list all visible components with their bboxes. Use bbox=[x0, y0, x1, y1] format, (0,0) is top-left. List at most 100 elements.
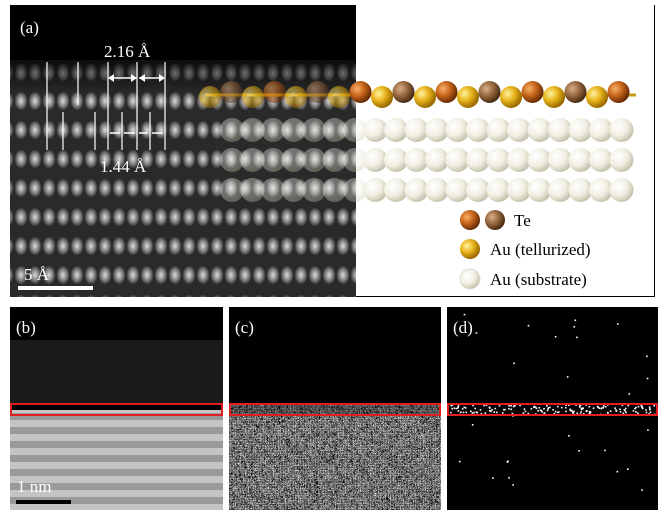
substrate-atom bbox=[548, 148, 572, 172]
substrate-atom bbox=[528, 178, 552, 202]
signal-dot bbox=[617, 323, 619, 325]
signal-dot bbox=[524, 408, 526, 410]
signal-dot bbox=[465, 407, 467, 409]
surface-atom bbox=[393, 81, 415, 103]
surface-atom bbox=[307, 81, 329, 103]
signal-dot bbox=[547, 410, 549, 412]
panel-label: (c) bbox=[235, 318, 254, 337]
signal-dot bbox=[568, 435, 570, 437]
substrate-atom bbox=[425, 178, 449, 202]
substrate-atom bbox=[261, 118, 285, 142]
substrate-atom bbox=[487, 148, 511, 172]
signal-dot bbox=[491, 409, 493, 411]
substrate-atom bbox=[323, 178, 347, 202]
signal-dot bbox=[543, 408, 545, 410]
substrate-atom bbox=[446, 148, 470, 172]
substrate-atom bbox=[610, 178, 634, 202]
signal-dot bbox=[570, 410, 572, 412]
signal-dot bbox=[625, 412, 627, 414]
surface-atom bbox=[199, 86, 221, 108]
substrate-atom bbox=[405, 148, 429, 172]
signal-dot bbox=[480, 409, 482, 411]
substrate-atom bbox=[220, 178, 244, 202]
surface-atom bbox=[285, 86, 307, 108]
signal-dot bbox=[465, 412, 467, 414]
signal-dot bbox=[454, 407, 456, 409]
signal-dot bbox=[650, 411, 652, 413]
substrate-atom bbox=[425, 148, 449, 172]
figure: (a) 2.16 Å 1.44 Å 5 Å Te Au (tellurized)… bbox=[0, 0, 662, 515]
surface-atom bbox=[522, 81, 544, 103]
substrate-atom bbox=[548, 178, 572, 202]
substrate-atom bbox=[405, 118, 429, 142]
signal-dot bbox=[508, 408, 510, 410]
signal-dot bbox=[616, 410, 618, 412]
substrate-atom bbox=[220, 148, 244, 172]
substrate-atom bbox=[323, 118, 347, 142]
signal-dot bbox=[637, 412, 639, 414]
signal-dot bbox=[463, 406, 465, 408]
signal-dot bbox=[647, 378, 649, 380]
substrate-atom bbox=[446, 118, 470, 142]
substrate-atom bbox=[302, 118, 326, 142]
signal-dot bbox=[589, 406, 591, 408]
signal-dot bbox=[555, 336, 557, 338]
substrate-atom bbox=[384, 118, 408, 142]
surface-atom bbox=[457, 86, 479, 108]
signal-dot bbox=[558, 411, 560, 413]
substrate-atom bbox=[364, 118, 388, 142]
signal-dot bbox=[507, 461, 509, 463]
signal-dot bbox=[623, 412, 625, 414]
signal-dot bbox=[572, 412, 574, 414]
signal-dot bbox=[579, 406, 581, 408]
substrate-atom bbox=[589, 148, 613, 172]
signal-dot bbox=[451, 408, 453, 410]
signal-dot bbox=[548, 407, 550, 409]
signal-dot bbox=[540, 409, 542, 411]
signal-dot bbox=[462, 408, 464, 410]
signal-dot bbox=[603, 405, 605, 407]
scale-bar-label: 1 nm bbox=[17, 477, 51, 496]
signal-dot bbox=[463, 412, 465, 414]
surface-atom bbox=[328, 86, 350, 108]
substrate-atom bbox=[364, 178, 388, 202]
signal-dot bbox=[646, 356, 648, 358]
substrate-atom bbox=[569, 178, 593, 202]
signal-dot bbox=[535, 406, 537, 408]
signal-dot bbox=[586, 411, 588, 413]
signal-dot bbox=[580, 411, 582, 413]
surface-atom bbox=[371, 86, 393, 108]
signal-dot bbox=[538, 407, 540, 409]
surface-atom bbox=[565, 81, 587, 103]
surface-atom bbox=[500, 86, 522, 108]
signal-dot bbox=[533, 406, 535, 408]
substrate-atom bbox=[343, 118, 367, 142]
substrate-atom bbox=[528, 118, 552, 142]
signal-dot bbox=[614, 407, 616, 409]
signal-dot bbox=[459, 461, 461, 463]
substrate-atom bbox=[610, 148, 634, 172]
signal-dot bbox=[578, 450, 580, 452]
substrate-atom bbox=[364, 148, 388, 172]
signal-dot bbox=[546, 405, 548, 407]
substrate-atom bbox=[343, 148, 367, 172]
panel-c: (c) bbox=[229, 307, 441, 510]
signal-dot bbox=[470, 410, 472, 412]
signal-dot bbox=[619, 409, 621, 411]
signal-dot bbox=[649, 406, 651, 408]
panel-a: (a) 2.16 Å 1.44 Å 5 Å Te Au (tellurized)… bbox=[10, 5, 655, 297]
signal-dot bbox=[635, 407, 637, 409]
substrate-atom bbox=[487, 118, 511, 142]
signal-dot bbox=[495, 408, 497, 410]
substrate-atom bbox=[589, 178, 613, 202]
signal-dot bbox=[561, 407, 563, 409]
signal-dot bbox=[565, 407, 567, 409]
signal-dot bbox=[513, 406, 515, 408]
substrate-atom bbox=[548, 118, 572, 142]
scale-bar-label: 5 Å bbox=[24, 265, 50, 284]
signal-dot bbox=[503, 409, 505, 411]
signal-dot bbox=[582, 408, 584, 410]
eds-map bbox=[229, 414, 441, 510]
signal-dot bbox=[598, 407, 600, 409]
signal-dot bbox=[472, 412, 474, 414]
